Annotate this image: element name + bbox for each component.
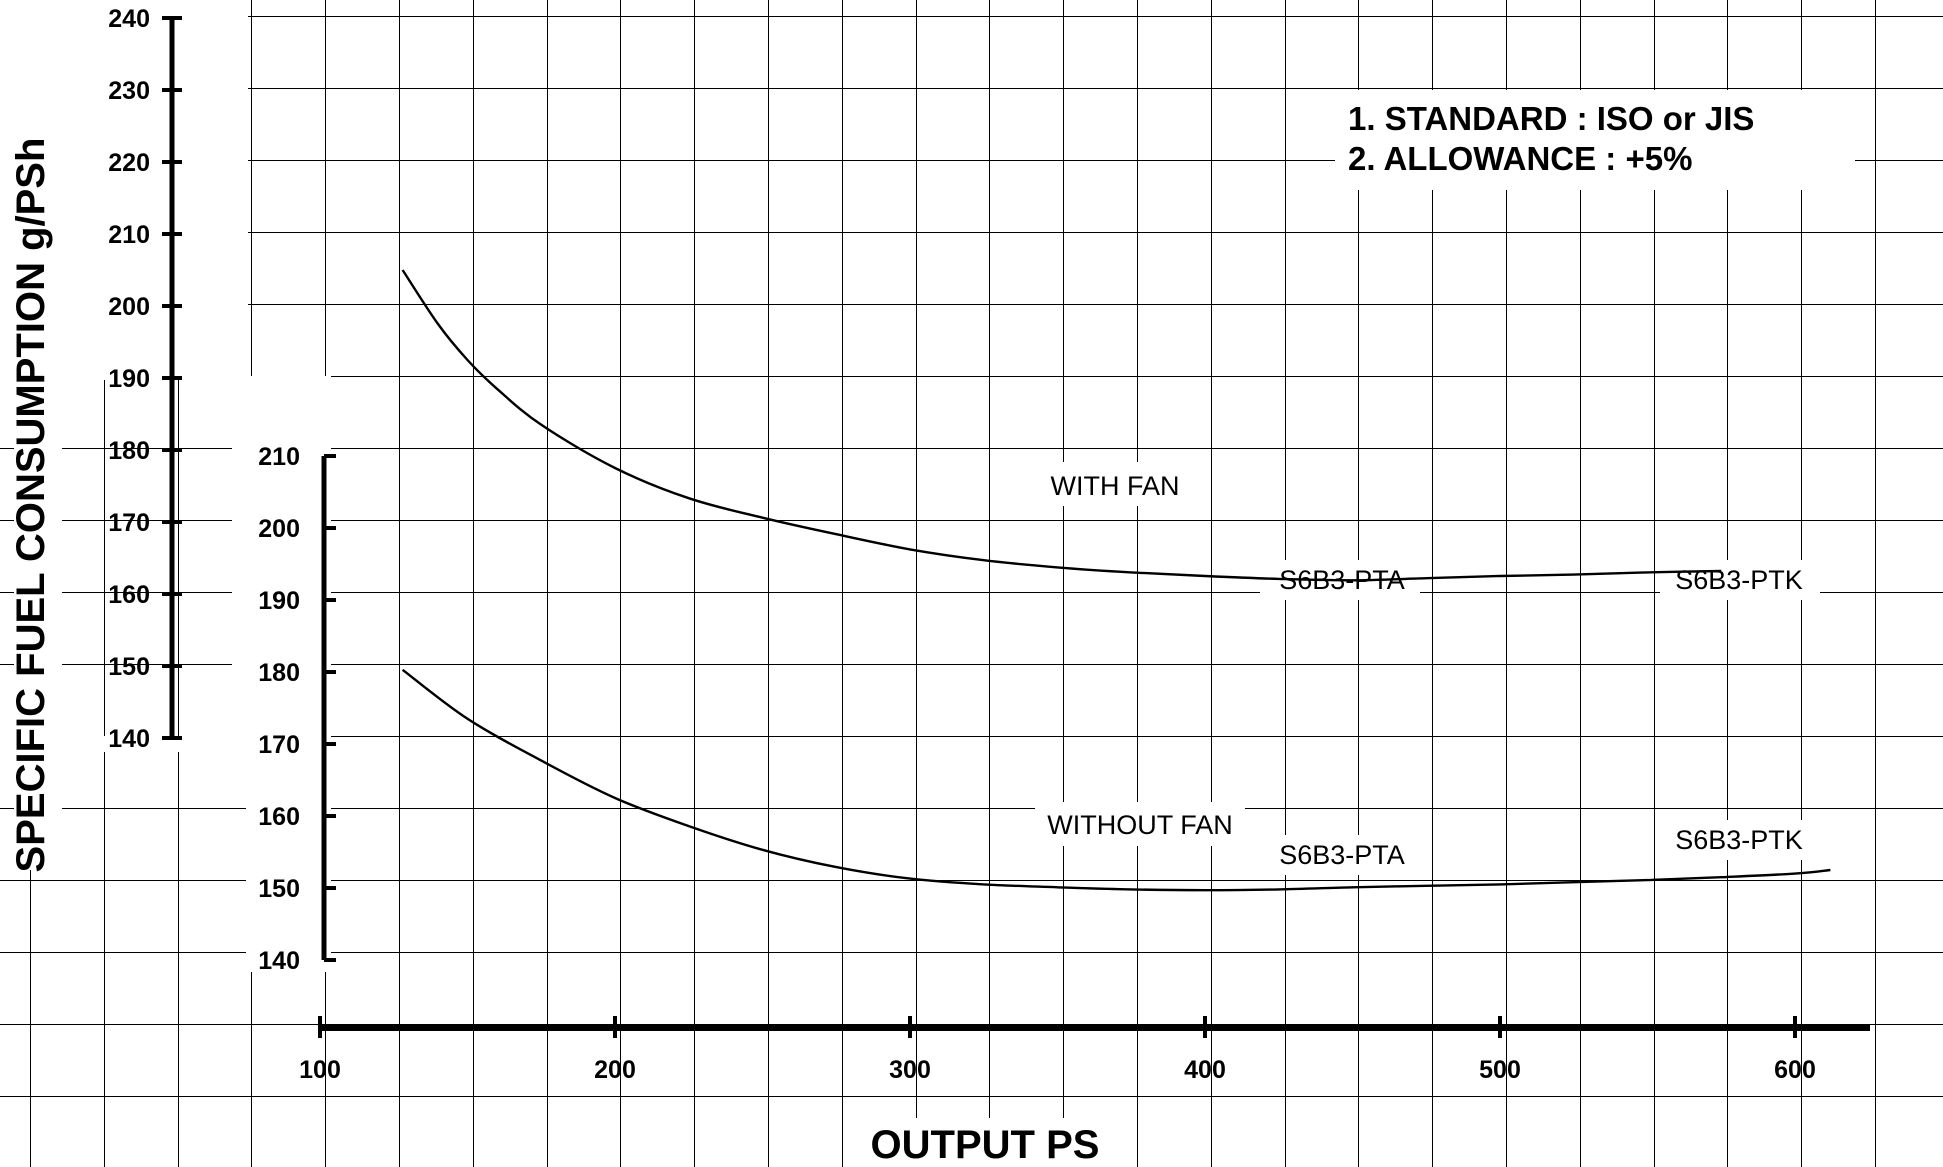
upper-y-tick-label: 160 bbox=[108, 581, 150, 609]
upper-y-tick-label: 140 bbox=[108, 725, 150, 753]
upper-y-tick-label: 180 bbox=[108, 437, 150, 465]
lower-y-tick-label: 160 bbox=[258, 803, 300, 831]
upper-y-tick-label: 200 bbox=[108, 293, 150, 321]
upper-y-tick-label: 210 bbox=[108, 221, 150, 249]
x-tick-label: 500 bbox=[1479, 1056, 1521, 1084]
series-line-with-fan bbox=[401, 269, 1722, 582]
upper-y-tick-label: 150 bbox=[108, 653, 150, 681]
label-background bbox=[1030, 462, 1200, 506]
lower-y-tick-label: 150 bbox=[258, 875, 300, 903]
x-tick-label: 300 bbox=[889, 1056, 931, 1084]
annotation-with-fan: WITH FAN bbox=[1051, 471, 1180, 501]
x-tick-label: 600 bbox=[1774, 1056, 1816, 1084]
label-backgrounds bbox=[0, 0, 1855, 1167]
label-background bbox=[0, 0, 248, 380]
lower-y-tick-label: 210 bbox=[258, 443, 300, 471]
lower-y-tick-label: 200 bbox=[258, 515, 300, 543]
upper-y-tick-label: 170 bbox=[108, 509, 150, 537]
annotation-pta-upper: S6B3-PTA bbox=[1279, 565, 1405, 595]
lower-y-tick-label: 190 bbox=[258, 587, 300, 615]
x-tick-label: 400 bbox=[1184, 1056, 1226, 1084]
lower-y-tick-label: 180 bbox=[258, 659, 300, 687]
note-allowance: 2. ALLOWANCE : +5% bbox=[1348, 140, 1692, 177]
label-background bbox=[1335, 90, 1855, 190]
label-background bbox=[246, 376, 331, 972]
lower-y-tick-label: 170 bbox=[258, 731, 300, 759]
x-tick-label: 200 bbox=[594, 1056, 636, 1084]
curves bbox=[401, 269, 1831, 892]
annotation-ptk-lower: S6B3-PTK bbox=[1675, 825, 1803, 855]
upper-y-tick-label: 230 bbox=[108, 77, 150, 105]
label-background bbox=[232, 375, 246, 755]
text-layer: OUTPUT PS SPECIFIC FUEL CONSUMPTION g/PS… bbox=[9, 100, 1803, 1167]
annotation-ptk-upper: S6B3-PTK bbox=[1675, 565, 1803, 595]
annotation-without-fan: WITHOUT FAN bbox=[1047, 810, 1233, 840]
label-background bbox=[1260, 835, 1420, 875]
note-standard: 1. STANDARD : ISO or JIS bbox=[1348, 100, 1754, 137]
upper-y-tick-label: 240 bbox=[108, 5, 150, 33]
label-background bbox=[1035, 802, 1245, 846]
label-background bbox=[1660, 820, 1820, 860]
lower-y-tick-label: 140 bbox=[258, 947, 300, 975]
label-background bbox=[0, 736, 248, 752]
label-background bbox=[1660, 560, 1820, 600]
upper-y-tick-label: 190 bbox=[108, 365, 150, 393]
upper-y-tick-label: 220 bbox=[108, 149, 150, 177]
annotation-pta-lower: S6B3-PTA bbox=[1279, 840, 1405, 870]
axes: 140 150 160 170 180 190 200 210 220 230 240 140 150 1… bbox=[108, 5, 1870, 1084]
x-axis-title: OUTPUT PS bbox=[871, 1123, 1100, 1167]
x-tick-label: 100 bbox=[299, 1056, 341, 1084]
series-line-without-fan bbox=[401, 668, 1831, 892]
label-background bbox=[865, 1118, 1105, 1167]
y-axis-title: SPECIFIC FUEL CONSUMPTION g/PSh bbox=[9, 138, 53, 873]
